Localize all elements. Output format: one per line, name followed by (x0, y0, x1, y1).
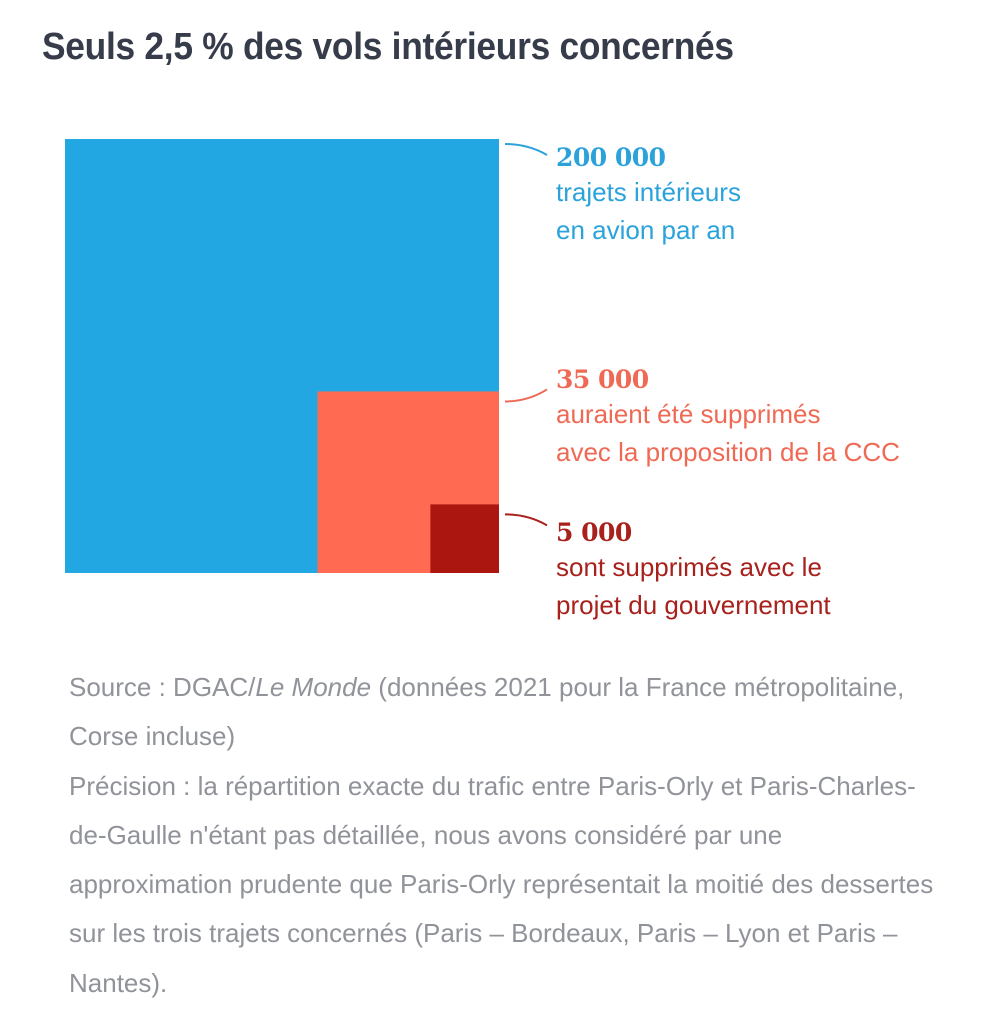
label-total-line-1: trajets intérieurs (556, 177, 741, 207)
square-gouvernement (430, 504, 499, 573)
label-ccc-value: 35 000 (556, 365, 649, 394)
chart-title: Seuls 2,5 % des vols intérieurs concerné… (42, 26, 734, 68)
label-gouvernement-value: 5 000 (556, 518, 632, 547)
source-prefix: Source : DGAC/ (69, 672, 256, 702)
label-ccc-line-1: auraient été supprimés (556, 399, 821, 429)
source-publication: Le Monde (255, 672, 372, 702)
connector-gouvernement (504, 513, 548, 527)
chart-area (65, 139, 548, 573)
label-total-value: 200 000 (556, 143, 666, 172)
label-ccc-line-2: avec la proposition de la CCC (556, 437, 900, 467)
precision-note: Précision : la répartition exacte du tra… (69, 770, 934, 998)
connector-total (504, 143, 548, 156)
footnotes: Source : DGAC/Le Monde (données 2021 pou… (69, 663, 949, 1008)
label-ccc: 35 000 auraient été supprimés avec la pr… (556, 365, 900, 471)
label-gouvernement-line-2: projet du gouvernement (556, 590, 831, 620)
connector-ccc (504, 388, 548, 403)
label-gouvernement: 5 000 sont supprimés avec le projet du g… (556, 518, 831, 624)
source-suffix: (données 2021 pour la France métropolita… (69, 672, 905, 752)
label-total-line-2: en avion par an (556, 215, 736, 245)
label-total: 200 000 trajets intérieurs en avion par … (556, 143, 741, 249)
label-gouvernement-line-1: sont supprimés avec le (556, 552, 822, 582)
source-note: Source : DGAC/Le Monde (données 2021 pou… (69, 663, 949, 762)
